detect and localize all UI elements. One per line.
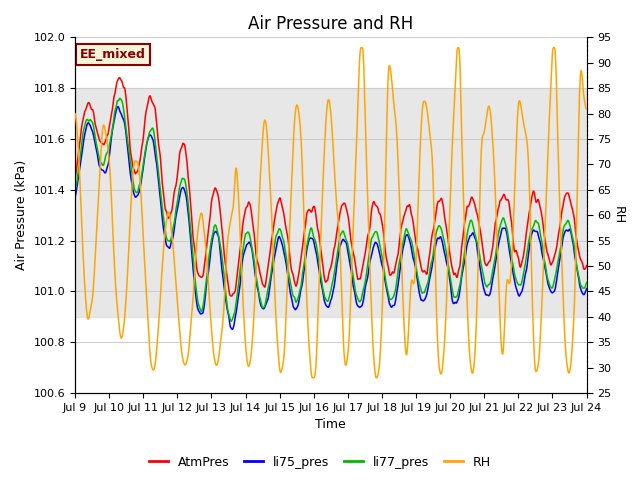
- Y-axis label: Air Pressure (kPa): Air Pressure (kPa): [15, 160, 28, 270]
- Legend: AtmPres, li75_pres, li77_pres, RH: AtmPres, li75_pres, li77_pres, RH: [144, 451, 496, 474]
- X-axis label: Time: Time: [316, 419, 346, 432]
- Bar: [75, 88, 587, 317]
- Title: Air Pressure and RH: Air Pressure and RH: [248, 15, 413, 33]
- Y-axis label: RH: RH: [612, 206, 625, 224]
- Text: EE_mixed: EE_mixed: [80, 48, 146, 61]
